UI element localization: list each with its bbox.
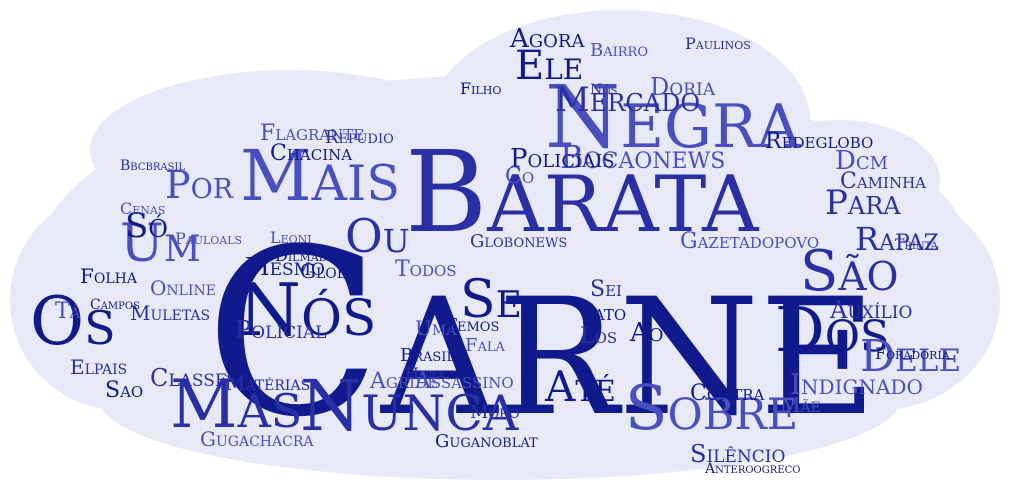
cloud-word: Policiais — [510, 143, 615, 174]
cloud-word: Matérias — [225, 371, 311, 395]
cloud-word: Gugachacra — [200, 427, 314, 451]
cloud-word: Sao — [105, 378, 144, 404]
cloud-word: Gazetadopovo — [680, 229, 820, 255]
cloud-word: Mas — [170, 365, 303, 443]
cloud-word: Sei — [590, 277, 622, 303]
cloud-word: Bbcbrasil — [120, 158, 186, 175]
cloud-word: Todos — [395, 257, 457, 283]
cloud-word: Ele — [515, 43, 584, 89]
cloud-word: Dos — [775, 293, 890, 367]
cloud-word: Mercado — [555, 80, 701, 121]
cloud-word: Caminha — [840, 169, 926, 195]
cloud-word: Mais — [240, 134, 400, 217]
cloud-word: Rapaz — [855, 219, 939, 258]
cloud-word: Um — [120, 213, 201, 274]
cloud-word: Barata — [405, 127, 759, 258]
cloud-word: Online — [150, 276, 216, 300]
cloud-word: Mãe — [780, 393, 821, 417]
cloud-word: Los — [580, 324, 618, 350]
cloud-word: Globo — [300, 259, 359, 283]
cloud-word: Doria — [650, 72, 715, 101]
cloud-word: Negra — [545, 67, 801, 168]
cloud-word: Trinta — [895, 237, 938, 254]
cloud-word: Nós — [238, 267, 377, 352]
cloud-word: Agora — [510, 23, 585, 54]
cloud-word: Elpais — [70, 355, 128, 379]
cloud-word: Cenas — [120, 199, 166, 219]
cloud-word: Filho — [460, 79, 502, 99]
cloud-word: Dcm — [835, 145, 889, 176]
cloud-word: Dele — [860, 330, 962, 382]
cloud-word: Brasil — [400, 344, 456, 366]
cloud-word: Os — [30, 282, 116, 360]
cloud-word: Globonews — [470, 230, 568, 252]
cloud-word: Foradoria — [875, 344, 950, 364]
cloud-word: Hora — [405, 364, 445, 384]
cloud-word: Muletas — [130, 301, 211, 325]
cloud-word: Fala — [465, 334, 505, 356]
cloud-word: Tá — [55, 299, 81, 325]
cloud-word: Indignado — [790, 368, 923, 402]
cloud-word: Nós — [590, 82, 618, 99]
cloud-word: Classe — [150, 363, 228, 392]
cloud-word: Jato — [585, 301, 627, 327]
cloud-word: Contra — [690, 381, 765, 407]
cloud-word: Bocaonews — [560, 137, 726, 176]
cloud-word: Pauloals — [175, 229, 243, 249]
cloud-word: Ao — [630, 317, 664, 348]
cloud-word: Para — [825, 183, 901, 224]
cloud-word: Ou — [345, 208, 410, 263]
cloud-word: Guganoblat — [435, 430, 538, 452]
cloud-word: Dilmabr — [275, 246, 336, 266]
cloud-word: Carne — [205, 200, 877, 468]
cloud-word: Até — [545, 362, 616, 412]
cloud-word: Por — [165, 162, 234, 207]
cloud-word: Silêncio — [690, 439, 786, 468]
cloud-word: Paulinos — [685, 34, 751, 54]
cloud-word: Agride — [370, 369, 439, 395]
cloud-word: Moro — [470, 401, 520, 423]
cloud-word: Leoni — [270, 228, 312, 248]
cloud-word: Auxílio — [830, 295, 913, 324]
cloud-word: Campos — [90, 297, 140, 314]
cloud-word: Anteroogreco — [705, 461, 801, 478]
cloud-word: Mesmo — [245, 252, 325, 281]
cloud-word: São — [800, 239, 899, 305]
cloud-word: Bairro — [590, 39, 648, 61]
cloud-word: Temos — [445, 314, 500, 336]
cloud-word: Redeglobo — [765, 129, 874, 155]
cloud-word: Policial — [235, 315, 327, 344]
cloud-word: Assassino — [415, 369, 514, 395]
cloud-word: Sobre — [625, 371, 799, 445]
cloud-word: Uma — [415, 316, 457, 340]
cloud-word: Nunca — [300, 364, 519, 447]
cloud-word: Folha — [80, 264, 137, 288]
cloud-word: Só — [125, 206, 168, 247]
cloud-word: Chacina — [270, 141, 353, 167]
cloud-word: Se — [460, 269, 522, 330]
cloud-word: Flagrante — [260, 121, 365, 147]
cloud-word: Co — [505, 164, 535, 190]
cloud-word: Repúdio — [325, 126, 394, 148]
